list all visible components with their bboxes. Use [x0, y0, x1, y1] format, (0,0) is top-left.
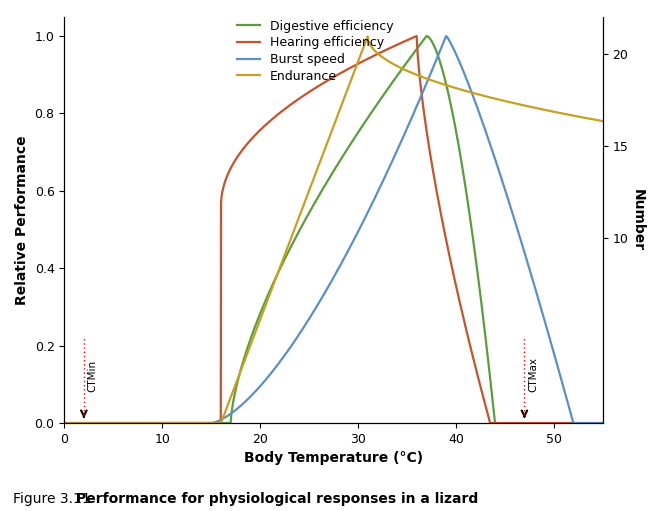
- Y-axis label: Relative Performance: Relative Performance: [15, 135, 29, 305]
- Text: Figure 3.11: Figure 3.11: [13, 492, 95, 506]
- X-axis label: Body Temperature (°C): Body Temperature (°C): [244, 451, 423, 466]
- Text: CTMax: CTMax: [529, 357, 539, 392]
- Text: Performance for physiological responses in a lizard: Performance for physiological responses …: [76, 492, 478, 506]
- Legend: Digestive efficiency, Hearing efficiency, Burst speed, Endurance: Digestive efficiency, Hearing efficiency…: [232, 15, 398, 88]
- Text: CTMin: CTMin: [88, 360, 98, 392]
- Y-axis label: Number: Number: [631, 189, 645, 251]
